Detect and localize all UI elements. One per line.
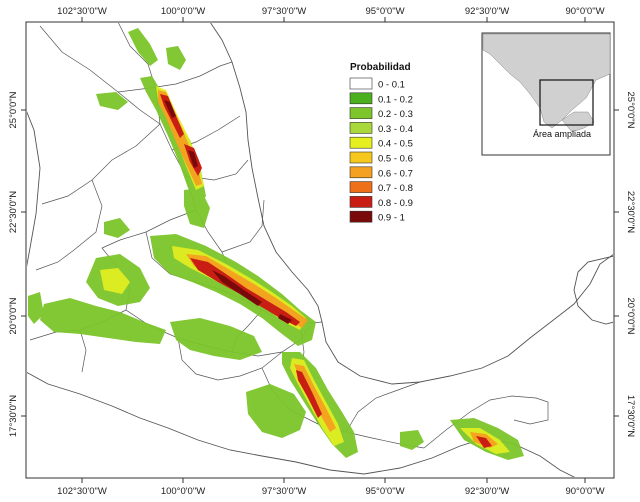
bottom-tick-label: 90°0'0"W (565, 486, 604, 497)
legend-label: 0.3 - 0.4 (378, 124, 413, 135)
top-tick-label: 102°30'0"W (57, 6, 107, 17)
legend-label: 0.9 - 1 (378, 213, 405, 224)
legend-swatch (349, 151, 373, 164)
right-tick-labels: 25°0'0"N 22°30'0"N 20°0'0"N 17°30'0"N (625, 92, 636, 438)
legend-swatch (349, 77, 373, 90)
probability-max (164, 100, 292, 324)
left-tick-labels: 25°0'0"N 22°30'0"N 20°0'0"N 17°30'0"N (8, 91, 19, 437)
left-tick-label: 20°0'0"N (8, 297, 19, 334)
legend-swatch (349, 92, 373, 105)
legend-swatch (349, 122, 373, 134)
inset-map: Área ampliada (481, 32, 611, 156)
legend-items: 0 - 0.1 0.1 - 0.2 0.2 - 0.3 0.3 - 0.4 0.4 - … (349, 77, 413, 224)
legend-swatch (349, 210, 373, 223)
legend-swatch (349, 196, 373, 208)
gulf-coastline (210, 23, 613, 385)
legend-swatch (349, 107, 373, 119)
bottom-tick-label: 97°30'0"W (262, 486, 306, 497)
top-tick-label: 100°0'0"W (161, 6, 205, 17)
legend: Probabilidad 0 - 0.1 0.1 - 0.2 0.2 - 0.3 0.… (349, 62, 413, 224)
top-tick-label: 90°0'0"W (565, 6, 604, 17)
legend-swatch (349, 136, 373, 149)
legend-label: 0.7 - 0.8 (378, 183, 413, 194)
top-tick-label: 92°30'0"W (465, 6, 509, 17)
right-tick-label: 22°30'0"N (625, 191, 636, 233)
legend-label: 0.4 - 0.5 (378, 139, 413, 150)
right-tick-label: 20°0'0"N (625, 298, 636, 335)
legend-label: 0.8 - 0.9 (378, 198, 413, 209)
right-tick-label: 25°0'0"N (625, 92, 636, 129)
legend-title: Probabilidad (350, 62, 411, 73)
left-tick-label: 22°30'0"N (8, 191, 19, 233)
top-tick-labels: 102°30'0"W 100°0'0"W 97°30'0"W 95°0'0"W … (57, 6, 604, 17)
left-tick-label: 25°0'0"N (8, 91, 19, 128)
bottom-tick-label: 100°0'0"W (161, 486, 205, 497)
bottom-tick-label: 92°30'0"W (465, 486, 509, 497)
inset-caption: Área ampliada (533, 129, 591, 139)
left-tick-label: 17°30'0"N (8, 395, 19, 437)
legend-label: 0.6 - 0.7 (378, 168, 413, 179)
yucatan-outline (573, 255, 613, 325)
top-tick-label: 97°30'0"W (262, 6, 306, 17)
legend-label: 0 - 0.1 (378, 80, 405, 91)
legend-label: 0.1 - 0.2 (378, 94, 413, 105)
legend-label: 0.2 - 0.3 (378, 109, 413, 120)
bottom-tick-labels: 102°30'0"W 100°0'0"W 97°30'0"W 95°0'0"W … (57, 486, 604, 497)
inset-extent-box (539, 79, 594, 126)
inset-landmass (482, 33, 611, 129)
bottom-tick-label: 95°0'0"W (365, 486, 404, 497)
inset-central-america (561, 111, 595, 133)
tick-marks (21, 17, 619, 483)
legend-swatch (349, 181, 373, 193)
top-tick-label: 95°0'0"W (365, 6, 404, 17)
legend-label: 0.5 - 0.6 (378, 154, 413, 165)
bottom-tick-label: 102°30'0"W (57, 486, 107, 497)
right-tick-label: 17°30'0"N (625, 395, 636, 437)
legend-swatch (349, 166, 373, 179)
